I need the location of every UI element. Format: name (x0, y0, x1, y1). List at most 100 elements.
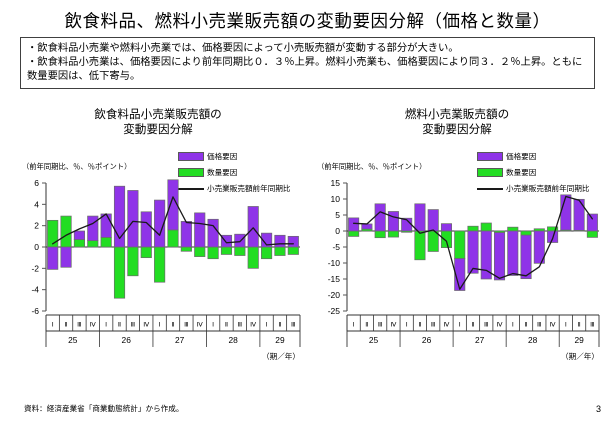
bar-segment (220, 246, 233, 255)
bar-segment (207, 246, 219, 260)
xaxis-quarter-label: Ⅲ (378, 322, 383, 329)
legend-item-line: 小売業販売額前年同期比 (178, 182, 313, 195)
legend-item-price: 価格要因 (477, 150, 612, 163)
xaxis-quarter-label: Ⅲ (484, 322, 489, 329)
bar-segment (494, 232, 506, 281)
bar-segment (480, 222, 492, 232)
xaxis-year-label: 26 (122, 335, 132, 345)
xaxis-quarter-label: Ⅳ (197, 322, 204, 329)
plot-area-fuel: -25 -20 -15 -10 -5 0 5 10 15 Ⅰ Ⅱ Ⅲ Ⅳ Ⅰ Ⅱ Ⅲ Ⅳ Ⅰ Ⅱ Ⅲ Ⅳ Ⅰ Ⅱ Ⅲ Ⅳ Ⅰ Ⅱ Ⅲ 2… (307, 179, 607, 379)
bar-segment (194, 246, 206, 257)
bar-segment (361, 223, 373, 230)
bar-segment (247, 206, 259, 248)
xaxis-quarter-label: Ⅲ (590, 322, 595, 329)
xaxis-quarter-label: Ⅱ (365, 322, 368, 329)
bar-segment (47, 219, 59, 248)
chart-fuel: 燃料小売業販売額の 変動要因分解 価格要因 数量要因 小売業販売額前年同期比 （… (307, 105, 607, 395)
y-tick-label: 10 (331, 194, 341, 204)
y-tick-label: 0 (34, 242, 39, 252)
bar-segment (167, 179, 179, 231)
bar-segment (520, 230, 532, 236)
xaxis-quarter-label: Ⅱ (278, 322, 281, 329)
y-tick-label: 4 (34, 199, 39, 209)
bar-segment (180, 246, 192, 252)
bar-segment (154, 199, 166, 248)
xaxis-quarter-label: Ⅰ (266, 322, 268, 329)
y-tick-label: -10 (328, 258, 341, 268)
bar-segment (414, 203, 426, 232)
xaxis-quarter-label: Ⅱ (118, 322, 121, 329)
legend-swatch-line-icon (178, 184, 204, 193)
xaxis-quarter-label: Ⅲ (291, 322, 296, 329)
bar-segment (414, 230, 426, 261)
legend-swatch-price-icon (178, 152, 204, 161)
bar-segment (127, 246, 139, 277)
bar-segment (427, 209, 439, 232)
bar-segment (387, 211, 399, 232)
bar-segment (140, 211, 152, 248)
bar-segment (247, 246, 259, 269)
xaxis-year-label: 27 (175, 335, 185, 345)
bar-segment (374, 230, 386, 239)
xaxis-quarter-label: Ⅳ (90, 322, 97, 329)
xaxis-period-note: （期／年） (262, 351, 300, 361)
xaxis-quarter-label: Ⅰ (406, 322, 408, 329)
bar-segment (87, 240, 99, 248)
xaxis-quarter-label: Ⅳ (250, 322, 257, 329)
xaxis-quarter-label: Ⅲ (238, 322, 243, 329)
xaxis-quarter-label: Ⅲ (537, 322, 542, 329)
bar-segment (507, 226, 519, 232)
bullet-item-1: ・飲食料品小売業や燃料小売業では、価格要因によって小売販売額が変動する部分が大き… (27, 43, 459, 54)
line-series-retail-yoy (352, 195, 594, 290)
chart-title-line-2: 変動要因分解 (422, 123, 492, 136)
bar-segment (87, 215, 99, 241)
xaxis-quarter-label: Ⅲ (431, 322, 436, 329)
legend-item-line: 小売業販売額前年同期比 (477, 182, 612, 195)
y-tick-label: -2 (31, 263, 39, 273)
xaxis-quarter-label: Ⅱ (171, 322, 174, 329)
xaxis-quarter-label: Ⅰ (459, 322, 461, 329)
xaxis-quarter-label: Ⅰ (565, 322, 567, 329)
bar-segment (100, 213, 112, 238)
xaxis-quarter-label: Ⅱ (64, 322, 67, 329)
legend-label-line: 小売業販売額前年同期比 (506, 184, 590, 193)
legend-label-price: 価格要因 (207, 152, 238, 161)
chart-title-line-1: 燃料小売業販売額の (404, 108, 510, 121)
y-tick-label: -15 (328, 274, 341, 284)
bar-segment (586, 230, 598, 238)
bar-segment (274, 234, 286, 248)
xaxis-year-label: 25 (369, 335, 379, 345)
bar-segment (113, 185, 126, 248)
xaxis-quarter-label: Ⅰ (212, 322, 214, 329)
bar-segment (573, 198, 585, 231)
legend-item-price: 価格要因 (178, 150, 313, 163)
bar-segment (60, 246, 72, 268)
xaxis-quarter-label: Ⅳ (496, 322, 503, 329)
plot-area-food-beverage: -6 -4 -2 0 2 4 6 Ⅰ Ⅱ Ⅲ Ⅳ Ⅰ Ⅱ Ⅲ Ⅳ Ⅰ Ⅱ Ⅲ Ⅳ Ⅰ Ⅱ Ⅲ Ⅳ Ⅰ Ⅱ Ⅲ 25 26 27 28 29 （… (8, 179, 308, 379)
bar-segment (507, 230, 519, 276)
xaxis-quarter-label: Ⅱ (577, 322, 580, 329)
xaxis-quarter-label: Ⅱ (471, 322, 474, 329)
xaxis-year-label: 26 (422, 335, 432, 345)
bar-segment (73, 230, 85, 240)
xaxis-quarter-label: Ⅱ (225, 322, 228, 329)
y-axis-unit-food-beverage: （前年同期比、％、％ポイント） (22, 162, 132, 171)
xaxis-quarter-label: Ⅰ (52, 322, 54, 329)
chart-title-food-beverage: 飲食料品小売業販売額の 変動要因分解 (8, 107, 308, 137)
legend-item-quantity: 数量要因 (477, 166, 612, 179)
y-tick-label: 6 (34, 179, 39, 188)
bar-segment (274, 246, 286, 256)
page-title: 飲食料品、燃料小売業販売額の変動要因分解（価格と数量） (64, 11, 551, 31)
bar-segment (113, 246, 126, 299)
xaxis-period-note: （期／年） (561, 351, 599, 361)
summary-box: ・飲食料品小売業や燃料小売業では、価格要因によって小売販売額が変動する部分が大き… (20, 37, 595, 89)
chart-title-fuel: 燃料小売業販売額の 変動要因分解 (307, 107, 607, 137)
bar-segment (467, 230, 479, 274)
bar-segment (454, 230, 466, 259)
xaxis-quarter-label: Ⅳ (443, 322, 450, 329)
bar-segment (234, 233, 246, 248)
bar-segment (194, 212, 206, 248)
